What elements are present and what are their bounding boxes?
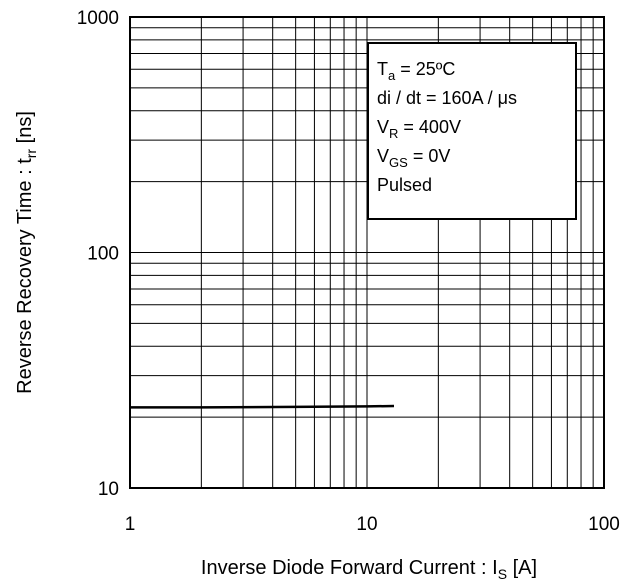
y-axis-title: Reverse Recovery Time : trr [ns] [14,111,39,394]
y-tick-label: 100 [87,244,119,265]
plot-frame [129,16,605,489]
condition-line: VGS = 0V [377,146,450,170]
x-tick-label: 1 [125,514,136,535]
y-tick-label: 10 [98,479,119,500]
condition-line: VR = 400V [377,117,461,141]
series-layer [130,404,395,409]
tick-labels: 1 10 100 1000 100 10 [77,8,620,535]
legend-box [367,42,577,220]
x-tick-label: 10 [356,514,377,535]
conditions-legend: Ta = 25ºC di / dt = 160A / μs VR = 400V VGS… [367,42,577,220]
condition-line: di / dt = 160A / μs [377,88,517,108]
condition-line: Pulsed [377,175,432,195]
x-tick-label: 100 [588,514,620,535]
series-line [130,404,395,409]
y-tick-label: 1000 [77,8,119,29]
x-axis-title: Inverse Diode Forward Current : IS [A] [201,557,537,582]
condition-line: Ta = 25ºC [377,59,455,83]
